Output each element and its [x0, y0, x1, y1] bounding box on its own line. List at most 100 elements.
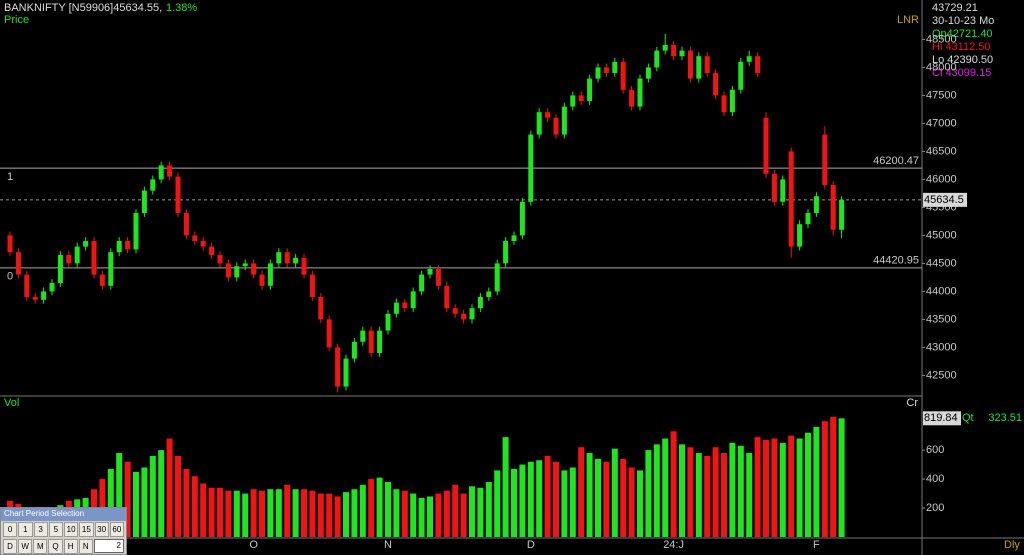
period-button[interactable]: 30	[94, 522, 109, 537]
period-button[interactable]: N	[78, 539, 93, 554]
x-tick-label: 24:J	[663, 539, 684, 551]
volume-bar	[662, 438, 669, 537]
period-button[interactable]: 0	[3, 522, 18, 537]
candle-body	[410, 291, 416, 309]
candle-body	[66, 255, 72, 264]
candle-body	[309, 274, 315, 297]
volume-bar	[359, 484, 366, 537]
y-tick-label: 43500	[926, 313, 957, 325]
candle-body	[729, 89, 735, 113]
y-tick-label: 600	[926, 444, 944, 456]
volume-bar	[133, 471, 139, 537]
symbol: BANKNIFTY [N59906]45634.55,	[4, 2, 162, 14]
volume-bar	[418, 497, 425, 537]
candle-body	[679, 50, 685, 57]
candle-body	[57, 255, 63, 283]
period-button[interactable]: 15	[79, 522, 94, 537]
period-button[interactable]: D	[3, 539, 18, 554]
candle-body	[570, 95, 576, 107]
candle-body	[763, 117, 769, 174]
volume-bar	[401, 490, 408, 537]
candle-body	[553, 117, 559, 135]
volume-bar	[519, 464, 526, 537]
info: Hi 43112.50	[932, 41, 991, 53]
volume-bar	[679, 444, 685, 537]
footer: Dly	[1004, 539, 1020, 551]
volume-bar	[569, 467, 576, 537]
volume-bar	[603, 461, 610, 537]
volume-bar	[317, 493, 324, 537]
candle-body	[116, 241, 122, 253]
candle-body	[368, 330, 374, 353]
volume-bar	[838, 418, 845, 537]
period-button[interactable]: 5	[48, 522, 63, 537]
volume-bar	[149, 455, 156, 537]
volume-bar	[620, 458, 627, 537]
volume-bar	[830, 416, 837, 537]
candle-body	[435, 269, 441, 286]
candle-body	[721, 95, 727, 113]
volume-bar	[771, 438, 778, 537]
minute-row: 0 1 3 5 10 15 30 60	[1, 521, 126, 538]
period-button[interactable]: 10	[64, 522, 79, 537]
period-button[interactable]: W	[18, 539, 33, 554]
candle-body	[293, 257, 299, 264]
candle-body	[200, 241, 206, 247]
candle-body	[125, 241, 131, 250]
volume-bar	[779, 442, 786, 537]
candle-body	[209, 246, 215, 255]
candle-body	[175, 176, 181, 213]
volume-bar	[158, 450, 165, 537]
candle-body	[217, 255, 223, 264]
volume-bar	[805, 432, 811, 537]
period-button[interactable]: 1	[18, 522, 33, 537]
y-tick-label: 47500	[926, 89, 957, 101]
volume-bar	[561, 470, 568, 537]
candle-body	[528, 134, 534, 202]
volume-bar	[695, 453, 702, 537]
volume-bar	[494, 470, 501, 537]
volume-bar	[267, 489, 274, 537]
period-button[interactable]: H	[63, 539, 78, 554]
candle-body	[419, 274, 425, 292]
y-tick-label: 46000	[926, 173, 957, 185]
period-button[interactable]: Q	[48, 539, 63, 554]
candle-body	[351, 341, 357, 359]
period-button[interactable]: M	[33, 539, 48, 554]
period-button[interactable]: 60	[109, 522, 124, 537]
volume-bar	[410, 493, 417, 537]
volume-bar	[191, 476, 198, 537]
candle-body	[335, 347, 341, 387]
candle-body	[654, 50, 660, 68]
candle-body	[477, 297, 483, 309]
candle-body	[839, 199, 845, 230]
period-button[interactable]: 3	[33, 522, 48, 537]
volume-bar	[704, 455, 711, 537]
candle-body	[587, 78, 593, 101]
candle-body	[427, 269, 433, 275]
volume-bar	[670, 431, 677, 537]
candle-body	[183, 213, 189, 236]
volume-bar	[183, 468, 190, 537]
candle-body	[620, 61, 626, 90]
candle-body	[746, 56, 752, 62]
volume-bar	[477, 487, 484, 537]
volume-bar	[536, 460, 543, 537]
candle-body	[402, 302, 408, 309]
volume-bar	[511, 468, 517, 537]
info: 30-10-23 Mo	[932, 15, 994, 27]
volume-bar	[452, 484, 459, 537]
candle-body	[158, 165, 164, 180]
volume-bar	[124, 461, 131, 537]
volume-bar	[586, 453, 593, 537]
volume-bar	[301, 489, 307, 537]
period-button[interactable]: 2	[93, 539, 124, 553]
candle-body	[91, 241, 97, 275]
volume-bar	[712, 447, 719, 537]
info: Op42721.40	[932, 28, 993, 40]
volume-bar	[469, 486, 475, 537]
y-tick-label: 200	[926, 502, 944, 514]
candle-body	[755, 56, 761, 73]
candle-body	[696, 56, 702, 79]
